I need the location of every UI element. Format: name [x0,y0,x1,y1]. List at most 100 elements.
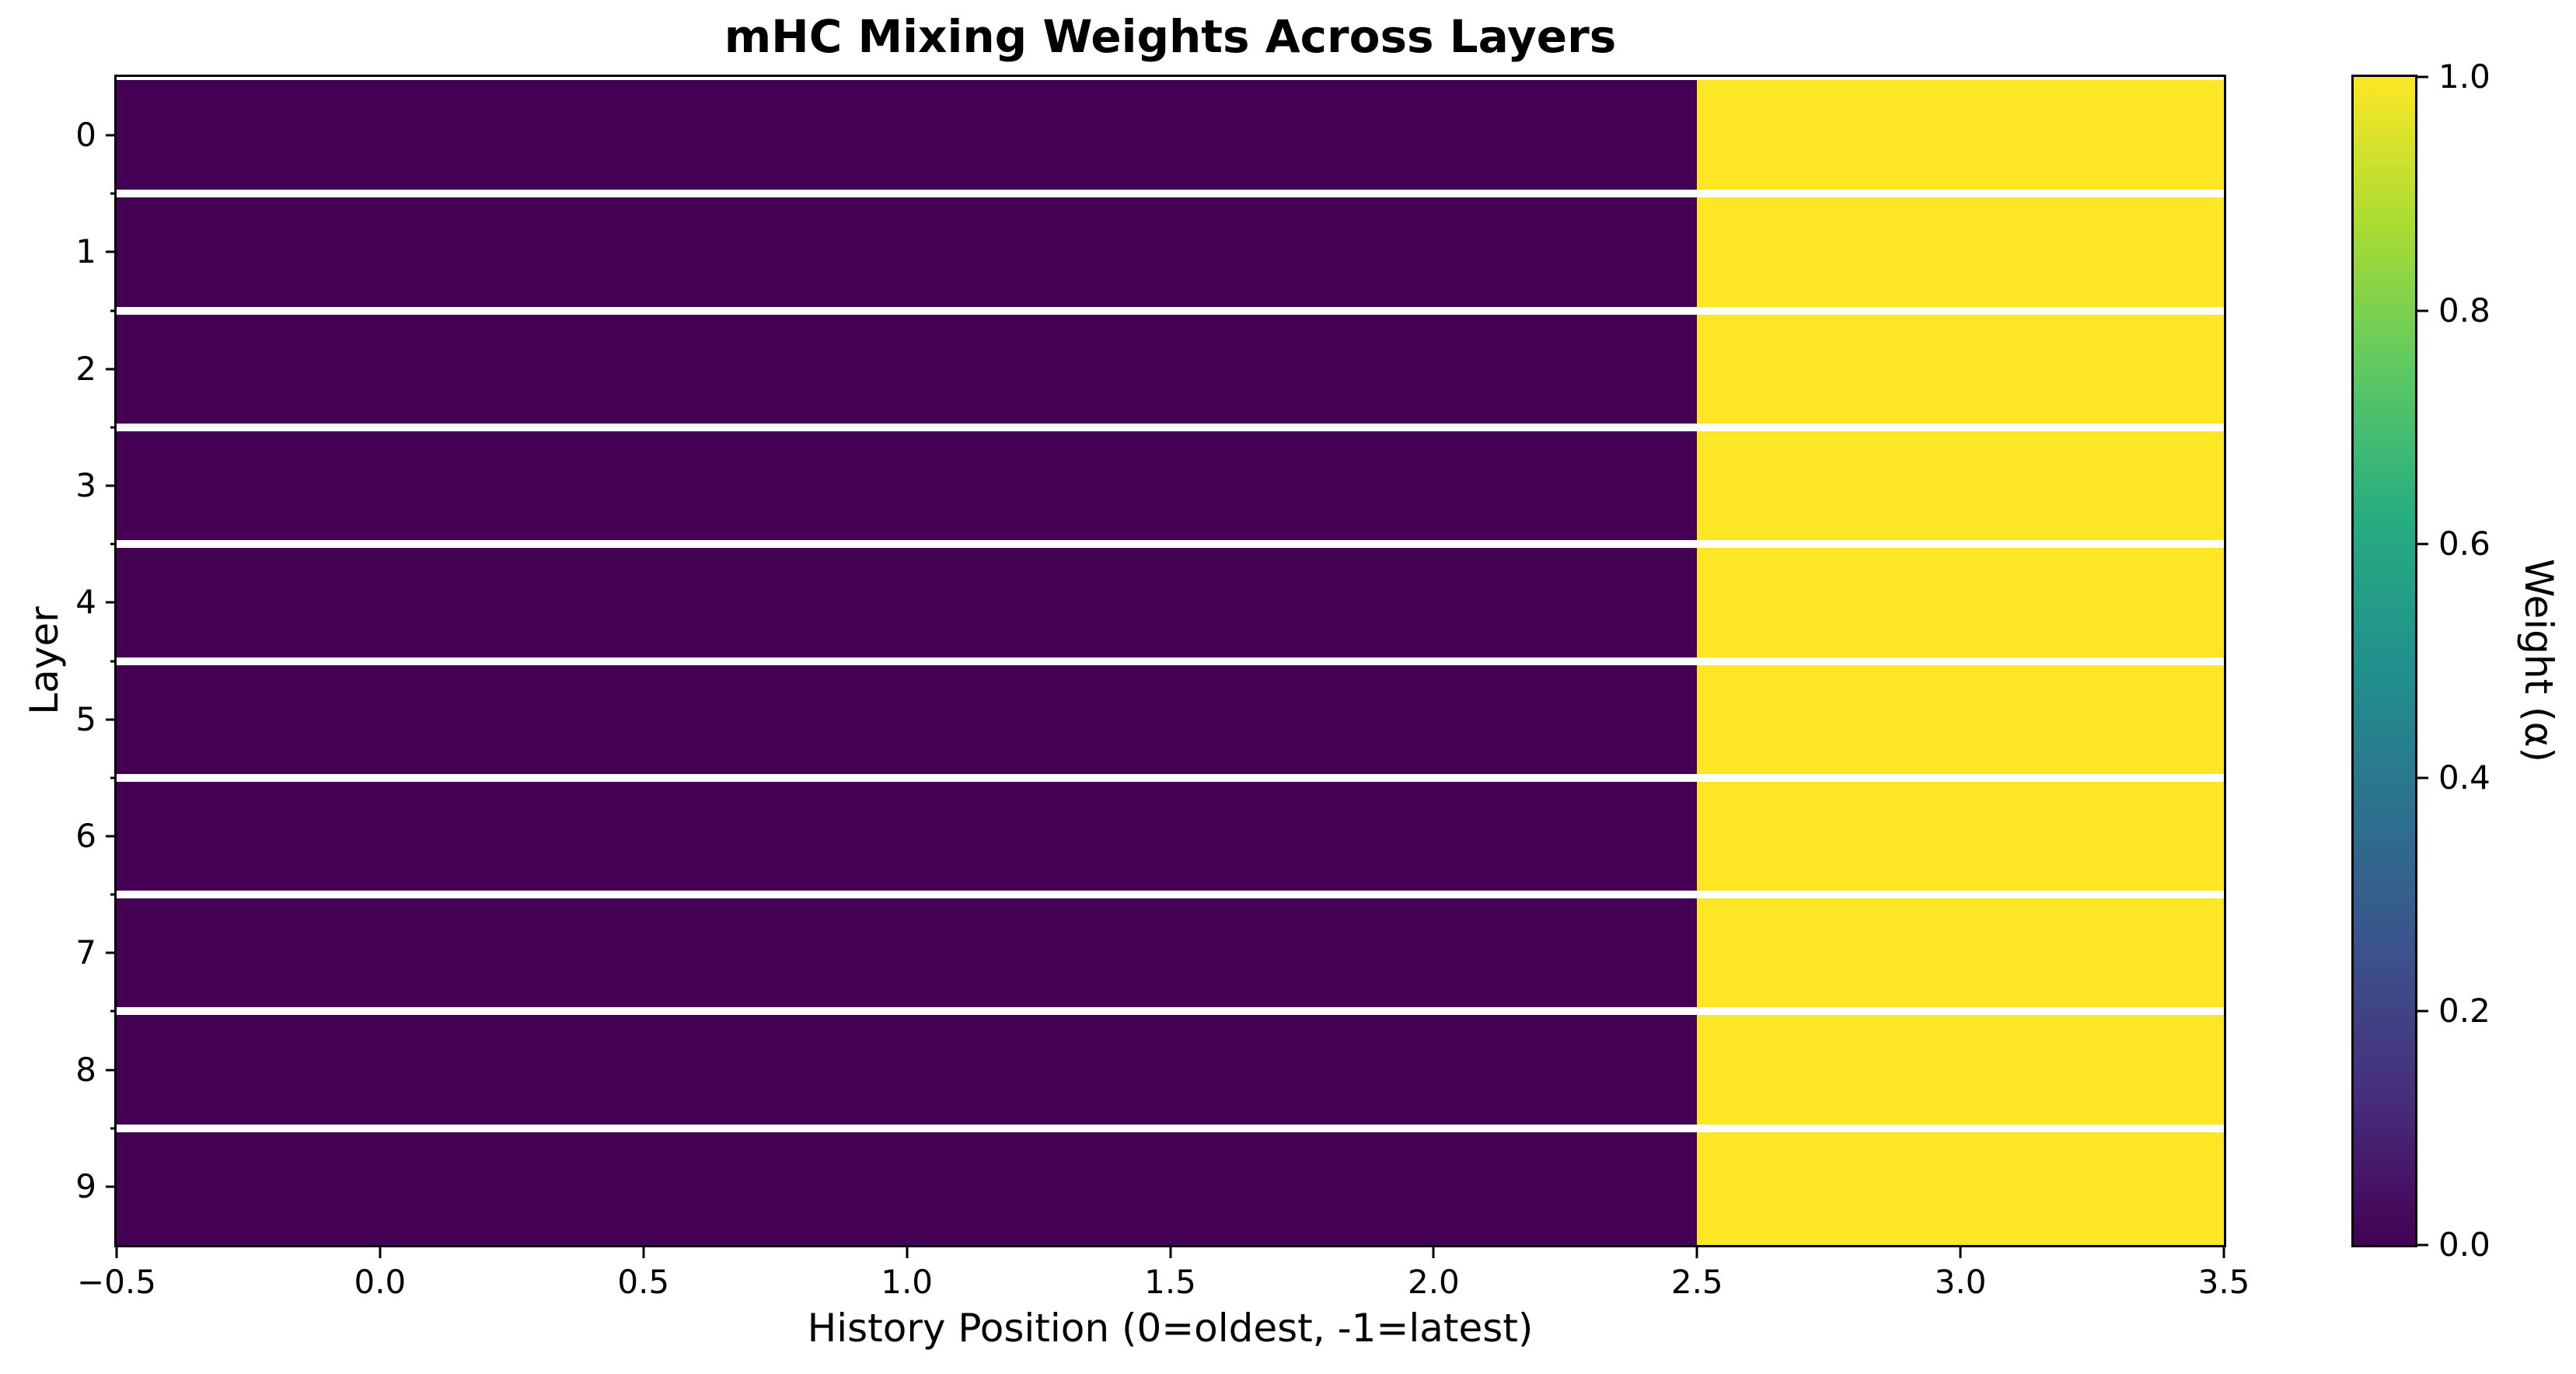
colorbar-tick [2417,1010,2428,1013]
row-separator-line [117,306,2224,315]
x-axis-tick [1695,1247,1698,1258]
y-axis-tick-label: 5 [75,699,96,738]
heatmap-cell [1697,427,2224,545]
heatmap-cell [643,77,1171,195]
x-axis-label: History Position (0=oldest, -1=latest) [807,1306,1534,1351]
x-axis-tick [642,1247,645,1258]
heatmap-cell [1170,894,1698,1013]
heatmap-cell [643,310,1171,428]
y-axis-tick [106,1069,117,1072]
x-axis-tick [379,1247,382,1258]
heatmap-cell [117,544,645,662]
x-axis-tick-label: −0.5 [77,1263,156,1301]
row-separator-line [117,1007,2224,1016]
heatmap-cell [1170,1128,1698,1245]
colorbar-tick [2417,542,2428,546]
heatmap-cell [1697,310,2224,428]
y-axis-tick [106,1185,117,1188]
heatmap-cell [1697,1128,2224,1245]
x-axis-tick-label: 0.5 [617,1263,670,1301]
colorbar-tick [2417,309,2428,312]
y-axis-tick [106,368,117,371]
colorbar-label: Weight (α) [2516,558,2561,763]
y-axis-minor-tick [110,776,117,779]
heatmap-cell [1697,661,2224,779]
heatmap-cell [1697,777,2224,895]
heatmap-cell [117,661,645,779]
heatmap-cell [117,427,645,545]
y-axis-tick [106,951,117,954]
y-axis-tick-label: 0 [75,116,96,155]
y-axis-tick-label: 8 [75,1050,96,1089]
heatmap-grid [117,77,2224,1245]
y-axis-minor-tick [110,1127,117,1130]
x-axis-tick-label: 2.5 [1670,1263,1723,1301]
colorbar-tick-label: 0.6 [2438,525,2490,563]
heatmap-cell [1170,1011,1698,1129]
heatmap-cell [117,194,645,312]
colorbar-tick [2417,1243,2428,1247]
heatmap-cell [117,310,645,428]
row-separator-line [117,540,2224,549]
y-axis-minor-tick [110,192,117,195]
x-axis-tick [2222,1247,2225,1258]
heatmap-cell [1170,310,1698,428]
heatmap-cell [643,894,1171,1013]
y-axis-minor-tick [110,426,117,429]
heatmap-plot-area [114,75,2226,1247]
row-separator-line [117,773,2224,782]
x-axis-tick [906,1247,909,1258]
heatmap-cell [643,427,1171,545]
x-axis-tick-label: 2.0 [1407,1263,1460,1301]
chart-title: mHC Mixing Weights Across Layers [724,10,1617,63]
heatmap-cell [1170,194,1698,312]
colorbar-tick-label: 0.2 [2438,992,2490,1030]
heatmap-cell [1170,777,1698,895]
x-axis-tick [1959,1247,1962,1258]
heatmap-cell [1170,661,1698,779]
heatmap-cell [1697,194,2224,312]
row-separator-line [117,190,2224,198]
colorbar-tick-label: 0.8 [2438,291,2490,330]
heatmap-cell [117,77,645,195]
heatmap-cell [117,777,645,895]
heatmap-cell [1170,544,1698,662]
colorbar [2351,75,2417,1247]
y-axis-minor-tick [110,660,117,662]
y-axis-tick-label: 1 [75,232,96,271]
heatmap-cell [643,544,1171,662]
heatmap-cell [117,1011,645,1129]
row-separator-line [117,657,2224,665]
colorbar-tick-label: 1.0 [2438,58,2490,96]
y-axis-minor-tick [110,542,117,546]
colorbar-gradient [2354,77,2415,1245]
x-axis-tick [115,1247,118,1258]
heatmap-cell [117,894,645,1013]
y-axis-tick-label: 9 [75,1167,96,1205]
colorbar-tick-label: 0.0 [2438,1226,2490,1264]
y-axis-minor-tick [110,309,117,312]
heatmap-cell [1697,77,2224,195]
heatmap-cell [1170,427,1698,545]
row-separator-line [117,423,2224,431]
heatmap-cell [643,194,1171,312]
y-axis-tick [106,601,117,604]
y-axis-tick [106,134,117,137]
colorbar-tick-label: 0.4 [2438,758,2490,797]
colorbar-tick [2417,75,2428,78]
x-axis-tick-label: 3.5 [2197,1263,2250,1301]
y-axis-label: Layer [22,606,67,715]
heatmap-cell [117,1128,645,1245]
y-axis-tick-label: 6 [75,816,96,855]
y-axis-tick [106,484,117,487]
heatmap-cell [1697,894,2224,1013]
x-axis-tick [1169,1247,1171,1258]
y-axis-tick-label: 2 [75,349,96,388]
x-axis-tick-label: 1.0 [881,1263,934,1301]
y-axis-tick [106,250,117,253]
x-axis-tick-label: 3.0 [1934,1263,1987,1301]
y-axis-minor-tick [110,1010,117,1013]
heatmap-cell [1697,544,2224,662]
heatmap-cell [643,1128,1171,1245]
